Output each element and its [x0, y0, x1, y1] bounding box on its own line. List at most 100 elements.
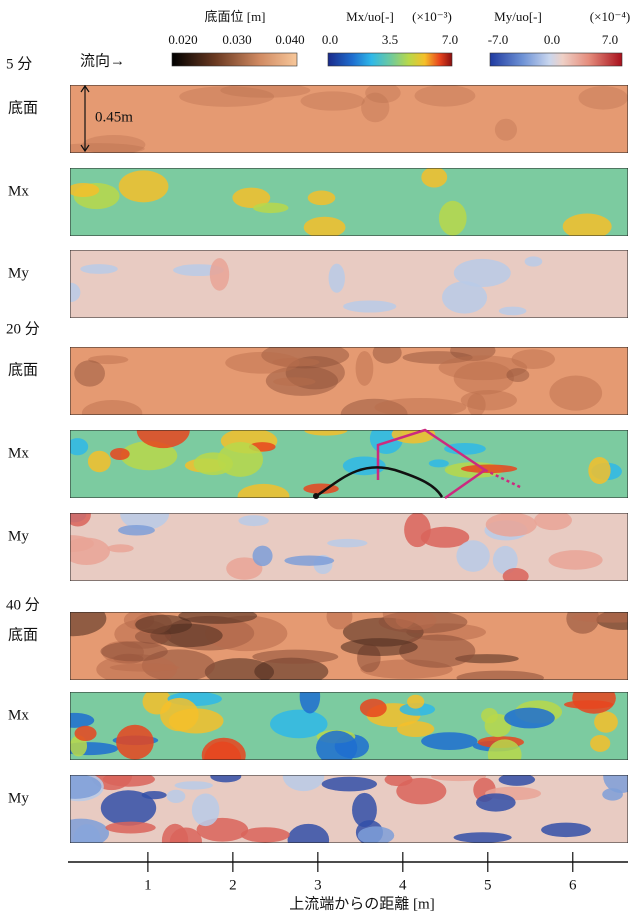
colorbar-unit: (×10⁻³) [412, 9, 452, 24]
contour-patch [431, 772, 486, 781]
contour-patch [512, 349, 556, 369]
contour-patch [322, 777, 377, 792]
contour-patch [39, 601, 106, 636]
colorbar-label: 底面位 [m] [204, 9, 265, 24]
x-tick-label: 4 [399, 877, 407, 893]
contour-patch [495, 119, 517, 141]
contour-patch [486, 513, 537, 537]
contour-patch [253, 546, 273, 567]
contour-patch [439, 201, 467, 236]
contour-patch [74, 360, 105, 386]
contour-patch [210, 258, 229, 291]
contour-patch [110, 448, 130, 460]
x-tick-label: 6 [569, 877, 577, 893]
contour-patch [301, 91, 365, 110]
contour-patch [444, 443, 486, 455]
contour-patch [356, 351, 374, 386]
contour-patch [49, 774, 101, 799]
contour-patch [476, 793, 516, 811]
colorbar [172, 53, 297, 66]
row-label: Mx [8, 183, 29, 199]
contour-patch [53, 819, 109, 848]
contour-patch [283, 760, 325, 791]
contour-patch [61, 283, 81, 302]
figure: 底面位 [m]0.0200.0300.040Mx/uo[-](×10⁻³)0.0… [0, 0, 633, 915]
contour-panel [46, 498, 628, 585]
contour-patch [273, 377, 315, 386]
contour-patch [225, 352, 300, 374]
contour-patch [54, 713, 94, 728]
contour-patch [192, 794, 220, 827]
contour-patch [421, 167, 447, 188]
contour-patch [63, 538, 110, 565]
contour-patch [288, 824, 330, 856]
contour-patch [549, 376, 602, 411]
flow-direction: 流向→ [80, 52, 125, 69]
contour-patch [590, 735, 610, 752]
row-label: My [8, 265, 29, 281]
colorbar-label: Mx/uo[-] [346, 9, 394, 24]
contour-patch [594, 711, 618, 732]
contour-patch [329, 264, 345, 293]
contour-patch [467, 393, 485, 416]
contour-patch [352, 793, 377, 827]
contour-patch [68, 183, 100, 197]
contour-patch [75, 726, 97, 741]
contour-patch [238, 484, 290, 509]
row-label: My [8, 790, 29, 806]
contour-patch [135, 615, 192, 635]
contour-patch [327, 539, 367, 547]
contour-patch [488, 739, 522, 770]
colorbar-label: My/uo[-] [494, 9, 542, 24]
contour-patch [253, 203, 288, 214]
contour-patch [579, 86, 629, 109]
contour-patch [404, 513, 431, 548]
contour-panel [39, 595, 633, 686]
row-label: My [8, 528, 29, 544]
contour-patch [110, 663, 180, 671]
contour-panel [70, 340, 628, 430]
x-axis-label: 上流端からの距離 [m] [289, 894, 434, 912]
contour-patch [541, 823, 591, 837]
x-tick-label: 2 [229, 877, 237, 893]
contour-patch [429, 459, 449, 467]
contour-patch [210, 770, 241, 782]
contour-patch [167, 790, 186, 803]
contour-patch [107, 544, 134, 552]
scale-label: 0.45m [95, 109, 133, 125]
contour-patch [456, 671, 543, 685]
contour-patch [548, 550, 602, 570]
contour-patch [116, 725, 154, 760]
contour-patch [343, 300, 396, 312]
contour-patch [65, 503, 91, 527]
x-tick-label: 3 [314, 877, 322, 893]
contour-patch [284, 555, 334, 565]
contour-patch [374, 398, 466, 417]
contour-patch [119, 170, 169, 202]
contour-patch [504, 708, 555, 729]
contour-patch [525, 256, 543, 266]
colorbar [328, 53, 452, 66]
contour-patch [82, 400, 142, 426]
contour-patch [461, 464, 517, 473]
contour-patch [204, 742, 241, 777]
contour-panel [68, 167, 628, 240]
time-label: 20 分 [6, 320, 40, 337]
x-tick-label: 5 [484, 877, 492, 893]
contour-patch [421, 732, 477, 750]
contour-patch [101, 790, 156, 825]
contour-patch [358, 826, 394, 844]
time-label: 5 分 [6, 55, 32, 72]
contour-patch [326, 604, 352, 630]
row-label: 底面 [8, 626, 38, 643]
contour-patch [169, 708, 224, 733]
contour-patch [59, 742, 118, 755]
colorbar-unit: (×10⁻⁴) [590, 9, 630, 24]
row-label: Mx [8, 445, 29, 461]
contour-panel [61, 250, 628, 318]
contour-patch [80, 264, 117, 274]
contour-patch [252, 650, 338, 664]
colorbar-tick-label: -7.0 [488, 32, 509, 47]
contour-patch [360, 699, 387, 717]
